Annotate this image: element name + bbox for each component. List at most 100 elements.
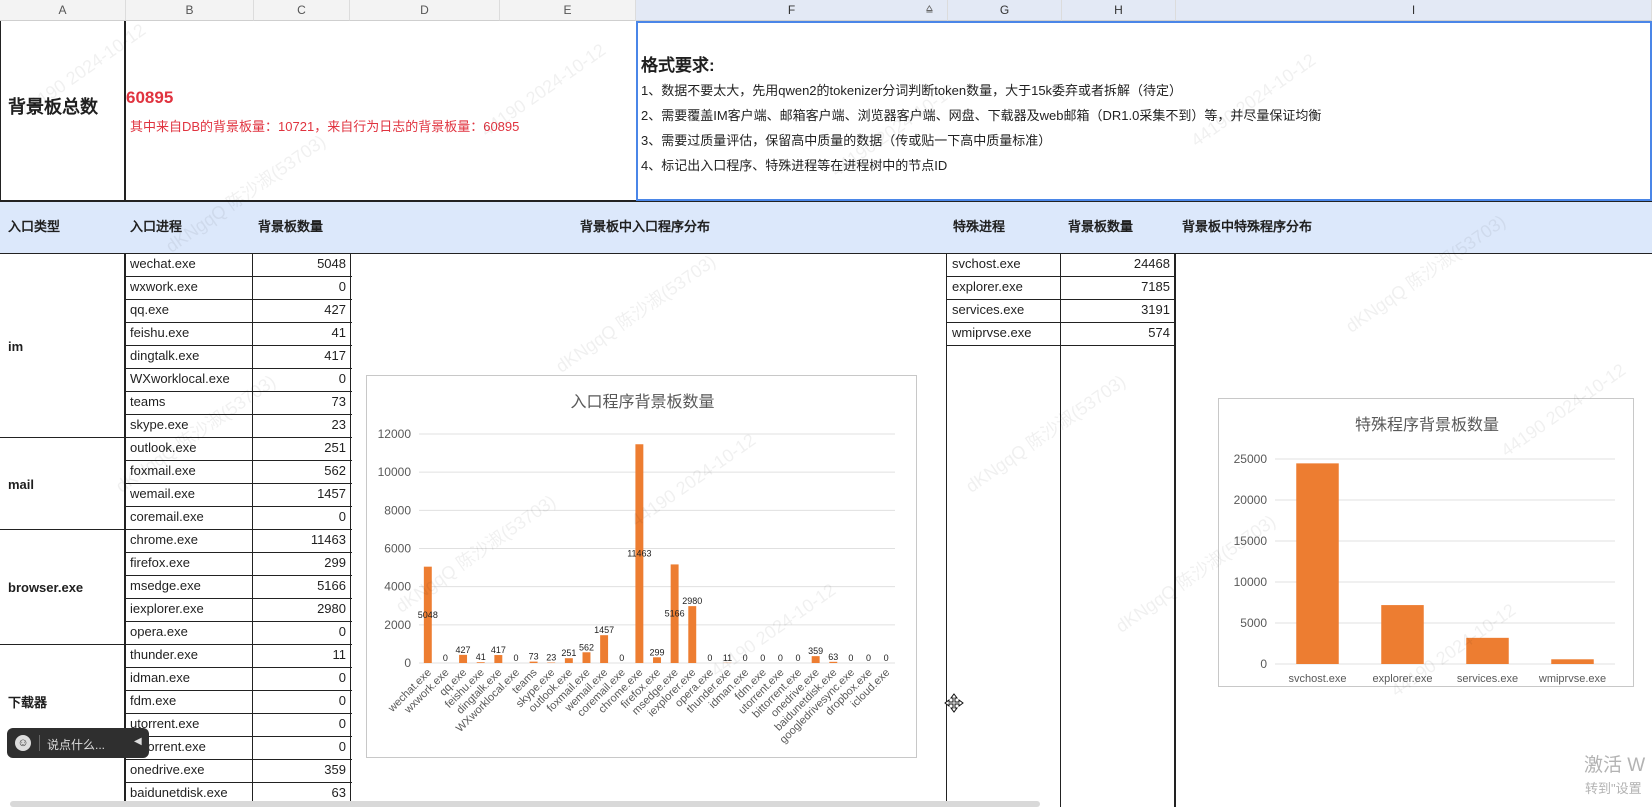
special-process-cell[interactable]: svchost.exe <box>948 253 1060 275</box>
entry-count-cell[interactable]: 73 <box>253 391 350 413</box>
entry-process-cell[interactable]: wxwork.exe <box>126 276 252 298</box>
entry-process-cell[interactable]: idman.exe <box>126 667 252 689</box>
entry-count-cell[interactable]: 41 <box>253 322 350 344</box>
special-process-cell[interactable]: wmiprvse.exe <box>948 322 1060 344</box>
entry-process-cell[interactable]: qq.exe <box>126 299 252 321</box>
table-header-row <box>0 202 1652 253</box>
entry-process-cell[interactable]: wemail.exe <box>126 483 252 505</box>
entry-count-cell[interactable]: 0 <box>253 621 350 643</box>
entry-process-cell[interactable]: skype.exe <box>126 414 252 436</box>
special-process-cell[interactable]: explorer.exe <box>948 276 1060 298</box>
entry-chart[interactable]: 入口程序背景板数量 0 2000 4000 6000 8000 10000 12000 504… <box>366 375 917 758</box>
entry-process-cell[interactable]: thunder.exe <box>126 644 252 666</box>
column-header-f[interactable]: F <box>636 0 948 21</box>
entry-process-cell[interactable]: WXworklocal.exe <box>126 368 252 390</box>
entry-count-cell[interactable]: 2980 <box>253 598 350 620</box>
summary-detail[interactable]: 其中来自DB的背景板量：10721，来自行为日志的背景板量：60895 <box>130 116 600 135</box>
entry-process-cell[interactable]: outlook.exe <box>126 437 252 459</box>
y-tick-label: 0 <box>404 656 411 670</box>
y-tick-label: 4000 <box>384 580 411 594</box>
entry-process-cell[interactable]: firefox.exe <box>126 552 252 574</box>
data-label: 0 <box>796 653 801 663</box>
requirement-item[interactable]: 3、需要过质量评估，保留高中质量的数据（传或贴一下高中质量标准） <box>641 130 1051 149</box>
group-label-browser[interactable]: browser.exe <box>4 577 87 599</box>
activation-line1: 激活 W <box>1584 750 1645 777</box>
column-header-d[interactable]: D <box>350 0 500 21</box>
entry-process-cell[interactable]: msedge.exe <box>126 575 252 597</box>
entry-process-cell[interactable]: teams <box>126 391 252 413</box>
entry-count-cell[interactable]: 5166 <box>253 575 350 597</box>
entry-count-cell[interactable]: 562 <box>253 460 350 482</box>
special-chart[interactable]: 特殊程序背景板数量 0 5000 10000 15000 20000 25000 svcho… <box>1218 398 1634 687</box>
requirement-item[interactable]: 2、需要覆盖IM客户端、邮箱客户端、浏览器客户端、网盘、下载器及web邮箱（DR… <box>641 105 1321 124</box>
requirement-item[interactable]: 4、标记出入口程序、特殊进程等在进程树中的节点ID <box>641 155 947 174</box>
entry-count-cell[interactable]: 0 <box>253 368 350 390</box>
entry-process-cell[interactable]: foxmail.exe <box>126 460 252 482</box>
special-count-cell[interactable]: 24468 <box>1061 253 1174 275</box>
y-tick-label: 6000 <box>384 542 411 556</box>
entry-count-cell[interactable]: 299 <box>253 552 350 574</box>
special-count-cell[interactable]: 7185 <box>1061 276 1174 298</box>
entry-count-cell[interactable]: 0 <box>253 276 350 298</box>
grid-line <box>946 345 1176 346</box>
entry-process-cell[interactable]: coremail.exe <box>126 506 252 528</box>
entry-process-cell[interactable]: iexplorer.exe <box>126 598 252 620</box>
entry-process-cell[interactable]: wechat.exe <box>126 253 252 275</box>
collapse-arrow-icon[interactable]: ◀ <box>134 736 142 747</box>
entry-count-cell[interactable]: 11 <box>253 644 350 666</box>
entry-process-cell[interactable]: chrome.exe <box>126 529 252 551</box>
entry-count-cell[interactable]: 359 <box>253 759 350 781</box>
summary-label[interactable]: 背景板总数 <box>4 95 116 119</box>
header-count[interactable]: 背景板数量 <box>254 216 327 238</box>
column-header-g[interactable]: G <box>948 0 1062 21</box>
special-chart-svg: 0500010000150002000025000svchost.exe expl… <box>1219 399 1635 688</box>
watermark-text: dKNgqQ 陈沙淑(53703) <box>550 248 721 378</box>
entry-process-cell[interactable]: fdm.exe <box>126 690 252 712</box>
requirements-title[interactable]: 格式要求: <box>641 51 715 76</box>
data-label: 73 <box>529 652 539 662</box>
chat-placeholder[interactable]: 说点什么... <box>47 736 105 753</box>
entry-count-cell[interactable]: 0 <box>253 690 350 712</box>
entry-count-cell[interactable]: 0 <box>253 736 350 758</box>
entry-count-cell[interactable]: 0 <box>253 506 350 528</box>
group-label-im[interactable]: im <box>4 336 27 358</box>
entry-process-cell[interactable]: opera.exe <box>126 621 252 643</box>
data-label: 251 <box>561 648 576 658</box>
entry-count-cell[interactable]: 427 <box>253 299 350 321</box>
entry-count-cell[interactable]: 0 <box>253 713 350 735</box>
entry-count-cell[interactable]: 5048 <box>253 253 350 275</box>
column-header-c[interactable]: C <box>254 0 350 21</box>
grid-line <box>946 202 947 807</box>
entry-process-cell[interactable]: onedrive.exe <box>126 759 252 781</box>
column-header-a[interactable]: A <box>0 0 126 21</box>
requirement-item[interactable]: 1、数据不要太大，先用qwen2的tokenizer分词判断token数量，大于… <box>641 80 1182 99</box>
summary-total[interactable]: 60895 <box>126 86 326 110</box>
special-process-cell[interactable]: services.exe <box>948 299 1060 321</box>
column-header-h[interactable]: H <box>1062 0 1176 21</box>
entry-count-cell[interactable]: 251 <box>253 437 350 459</box>
entry-count-cell[interactable]: 11463 <box>253 529 350 551</box>
column-header-b[interactable]: B <box>126 0 254 21</box>
entry-process-cell[interactable]: dingtalk.exe <box>126 345 252 367</box>
filter-icon[interactable]: ⩠ <box>926 3 933 16</box>
header-special-process[interactable]: 特殊进程 <box>949 216 1009 238</box>
group-label-downloader[interactable]: 下载器 <box>4 692 51 714</box>
header-entry-process[interactable]: 入口进程 <box>126 216 186 238</box>
entry-count-cell[interactable]: 23 <box>253 414 350 436</box>
header-entry-distribution[interactable]: 背景板中入口程序分布 <box>576 216 714 238</box>
special-count-cell[interactable]: 574 <box>1061 322 1174 344</box>
header-entry-type[interactable]: 入口类型 <box>4 216 64 238</box>
entry-count-cell[interactable]: 1457 <box>253 483 350 505</box>
group-label-mail[interactable]: mail <box>4 474 38 496</box>
emoji-icon[interactable]: ☺ <box>15 735 31 751</box>
entry-count-cell[interactable]: 0 <box>253 667 350 689</box>
entry-count-cell[interactable]: 417 <box>253 345 350 367</box>
entry-process-cell[interactable]: feishu.exe <box>126 322 252 344</box>
column-header-i[interactable]: I <box>1176 0 1652 21</box>
chat-input-pill[interactable]: ☺ 说点什么... ◀ <box>7 728 149 758</box>
column-header-e[interactable]: E <box>500 0 636 21</box>
header-special-count[interactable]: 背景板数量 <box>1064 216 1137 238</box>
header-special-distribution[interactable]: 背景板中特殊程序分布 <box>1178 216 1316 238</box>
horizontal-scrollbar[interactable] <box>10 801 1040 807</box>
special-count-cell[interactable]: 3191 <box>1061 299 1174 321</box>
